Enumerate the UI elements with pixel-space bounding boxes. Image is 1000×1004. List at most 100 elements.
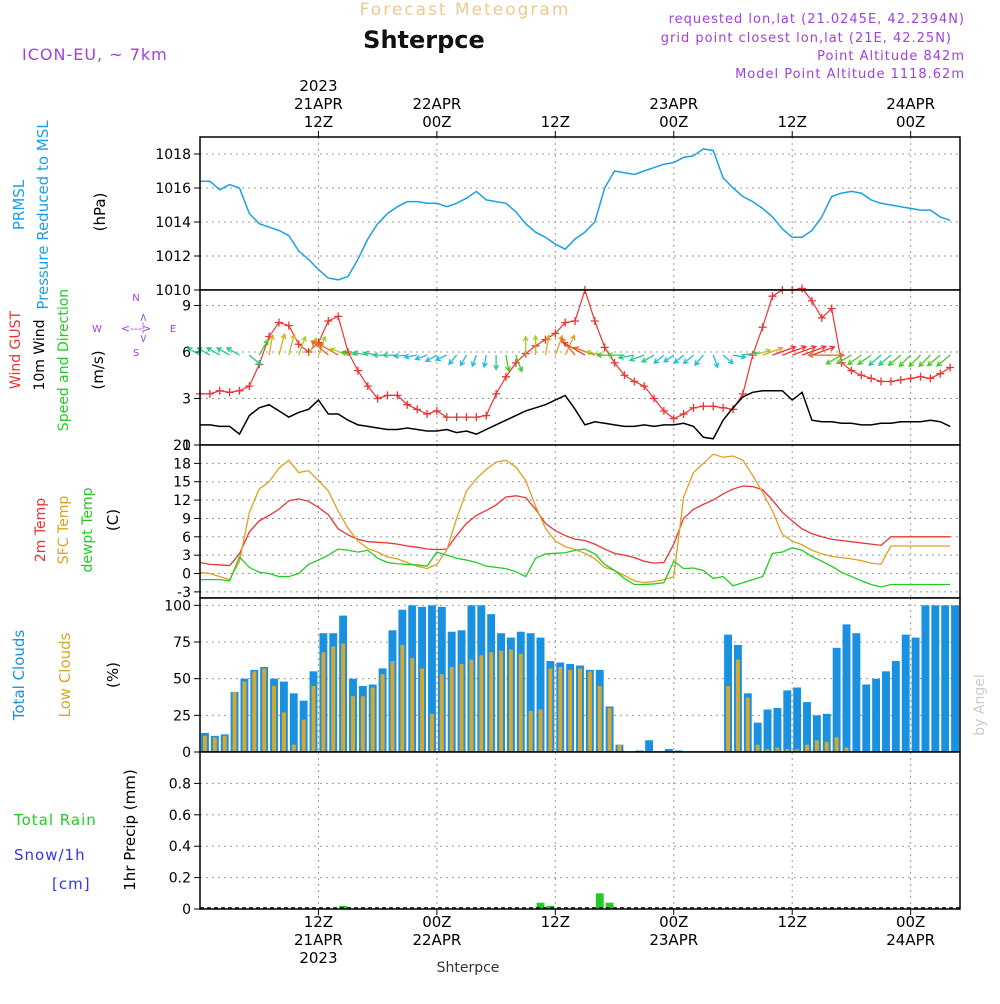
- total-cloud-bar: [773, 708, 782, 752]
- wind-arrow: [673, 354, 685, 364]
- wind-arrow: [268, 333, 275, 356]
- wind-arrow: [310, 340, 329, 356]
- low-cloud-bar: [607, 708, 612, 752]
- gust-marker: [571, 317, 580, 325]
- wind-arrow: [470, 354, 477, 368]
- gust-marker: [423, 410, 432, 418]
- gust-marker: [324, 317, 333, 325]
- wind-arrow: [448, 354, 458, 366]
- total-cloud-bar: [793, 687, 802, 752]
- low-cloud-bar: [311, 686, 316, 752]
- precip-panel: 0 0.2 0.4 0.6 0.8 Total Rain Snow/1h [cm] 1hr Pr…: [13, 751, 961, 918]
- gust-marker: [798, 284, 807, 293]
- wind-arrow: [926, 354, 941, 367]
- low-cloud-bar: [370, 687, 375, 752]
- clouds-ytick-label: 75: [173, 635, 191, 651]
- gust-marker: [600, 343, 609, 352]
- wind-arrow: [307, 337, 318, 356]
- wind-arrow: [403, 353, 418, 360]
- top-time-label: 21APR: [294, 95, 343, 113]
- wind-arrow: [298, 335, 307, 356]
- wind-unit: (m/s): [89, 350, 107, 389]
- low-cloud-bar: [281, 712, 286, 752]
- total-cloud-bar: [753, 722, 762, 752]
- model-label: ICON-EU, ~ 7km: [22, 45, 168, 64]
- wind-arrow: [351, 350, 368, 357]
- bottom-time-label: 2023: [299, 949, 337, 967]
- low-cloud-bar: [785, 749, 790, 752]
- gust-marker: [205, 389, 214, 398]
- low-cloud-bar: [795, 749, 800, 752]
- total-cloud-bar: [428, 605, 436, 752]
- temperature-ytick-label: 18: [173, 456, 191, 472]
- total-cloud-bar: [289, 693, 298, 752]
- bottom-time-label: 12Z: [304, 913, 333, 931]
- total-cloud-bar: [822, 713, 831, 752]
- top-time-label: 23APR: [649, 95, 698, 113]
- compass-e: E: [170, 324, 176, 335]
- wind-arrow: [936, 354, 951, 367]
- wind-ytick-label: 9: [182, 299, 191, 315]
- low-cloud-bar: [617, 744, 622, 752]
- temperature-ytick-label: 6: [182, 530, 191, 546]
- wind-arrow: [564, 334, 576, 356]
- gust-marker: [748, 351, 757, 360]
- temperature-panel: -3 0 3 6 9 12 15 18 21 2m Temp SFC Temp dewpt Temp (…: [33, 438, 961, 601]
- wind-arrow: [898, 354, 912, 368]
- wind-arrow: [807, 352, 832, 359]
- wind-arrow: [762, 346, 784, 356]
- gust-marker: [284, 321, 293, 330]
- gust-marker: [946, 363, 955, 372]
- gust-marker: [906, 374, 915, 383]
- total-cloud-bar: [921, 605, 930, 752]
- wind-arrow: [617, 354, 635, 361]
- pressure-ylabel-1: PRMSL: [10, 179, 28, 230]
- wind-arrow: [186, 347, 201, 356]
- gust-marker: [225, 388, 234, 397]
- low-cloud-bar: [321, 652, 326, 752]
- gust-marker: [689, 403, 698, 412]
- wind-arrow: [392, 352, 408, 359]
- gust-marker: [669, 414, 678, 423]
- low-cloud-bar: [814, 740, 819, 752]
- wind-arrow: [722, 354, 734, 365]
- wind-arrow: [772, 345, 797, 356]
- wind-arrow: [801, 345, 827, 356]
- gust-marker: [235, 386, 244, 395]
- pressure-ytick-label: 1018: [155, 147, 191, 163]
- low-cloud-bar: [597, 686, 602, 752]
- gust-marker: [452, 413, 461, 422]
- low-cloud-bar: [449, 666, 454, 752]
- wind-ylabel-1: Wind GUST: [8, 310, 24, 389]
- wind-arrow: [682, 354, 694, 365]
- top-time-label: 24APR: [886, 95, 935, 113]
- temperature-ytick-label: 15: [173, 475, 191, 491]
- low-cloud-bar: [202, 735, 207, 752]
- wind-arrow: [573, 346, 596, 356]
- gust-marker: [640, 382, 649, 391]
- low-cloud-bar: [499, 650, 504, 752]
- wind-arrow: [857, 354, 872, 365]
- pressure-unit: (hPa): [91, 193, 109, 232]
- wind-arrow: [908, 354, 921, 368]
- subtitle: Forecast Meteogram: [360, 0, 571, 20]
- gust-marker: [501, 372, 510, 381]
- gust-marker: [926, 374, 935, 383]
- total-cloud-bar: [842, 624, 851, 752]
- low-cloud-bar: [301, 719, 306, 752]
- wind-arrow: [732, 353, 747, 360]
- low-cloud-bar: [558, 666, 563, 752]
- t2m-line: [199, 485, 951, 567]
- wind-arrow: [782, 345, 808, 356]
- precip-ytick-label: 0.4: [169, 839, 191, 855]
- wind-arrow: [414, 354, 428, 361]
- wind-arrow: [560, 337, 576, 356]
- top-time-label: 00Z: [896, 113, 925, 131]
- total-cloud-bar: [645, 740, 654, 752]
- low-cloud-bar: [232, 691, 237, 752]
- low-cloud-bar: [222, 735, 227, 752]
- compass-n: N: [132, 293, 139, 304]
- bottom-time-label: 21APR: [294, 931, 343, 949]
- temp-ylabel-2: SFC Temp: [56, 496, 72, 565]
- total-cloud-bar: [803, 702, 811, 752]
